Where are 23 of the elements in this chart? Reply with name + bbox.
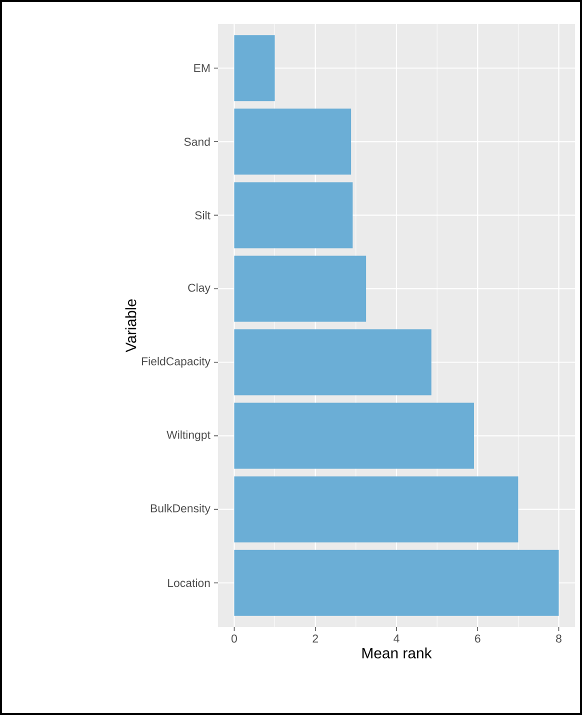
x-tick-label: 6 [475,634,480,643]
y-tick-label: BulkDensity [150,504,210,515]
y-tick-label: Wiltingpt [166,430,210,442]
y-tick-label: Silt [195,210,210,220]
y-axis-title: Variable [125,299,136,352]
bar [234,402,474,469]
y-tick-label: Location [168,578,210,588]
y-tick-label: EM [194,64,210,72]
x-tick-label: 4 [394,634,400,642]
bar [234,35,275,102]
y-tick-label: Clay [188,283,210,294]
x-tick-label: 8 [556,634,562,643]
bar [234,108,352,175]
bar [234,329,432,396]
y-tick-label: Sand [184,137,210,146]
bar [234,182,353,248]
x-tick-label: 0 [231,634,237,643]
bar [234,476,518,542]
bar [234,550,559,616]
y-tick-label: FieldCapacity [142,356,210,368]
x-tick-label: 2 [312,634,318,643]
x-axis-title: Mean rank [362,647,432,658]
bar [234,256,366,322]
